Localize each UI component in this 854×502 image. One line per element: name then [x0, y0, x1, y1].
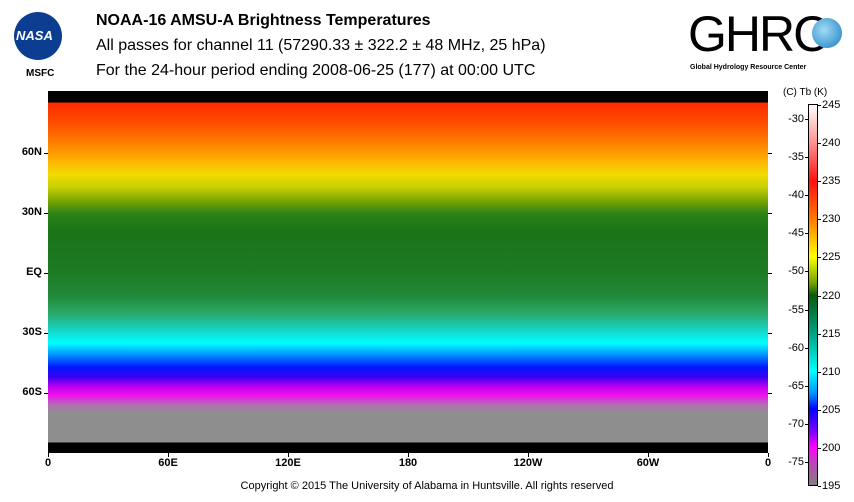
- colorbar-tick: [818, 486, 821, 487]
- y-tick-mark-right: [768, 153, 772, 154]
- x-tick-mark: [768, 453, 769, 457]
- chart-subtitle: All passes for channel 11 (57290.33 ± 32…: [96, 37, 546, 54]
- colorbar-tick-left: [805, 119, 808, 121]
- y-tick-mark-right: [768, 393, 772, 394]
- ghrc-full-name: Global Hydrology Resource Center: [690, 64, 807, 71]
- colorbar-tick: [818, 333, 821, 335]
- x-tick-mark: [408, 453, 409, 457]
- colorbar-celsius-label: -45: [788, 227, 804, 240]
- y-tick-mark: [44, 273, 48, 274]
- colorbar-celsius-label: -55: [788, 303, 804, 316]
- colorbar-tick: [818, 219, 821, 221]
- colorbar-tick: [818, 447, 821, 449]
- y-tick-label: 30S: [22, 326, 42, 338]
- y-tick-mark: [44, 393, 48, 394]
- colorbar-kelvin-label: 195: [822, 480, 841, 492]
- x-tick-mark: [48, 453, 49, 457]
- colorbar-celsius-label: -30: [788, 113, 804, 126]
- globe-icon: [812, 18, 842, 48]
- y-tick-label: EQ: [26, 266, 42, 278]
- nasa-center-label: MSFC: [26, 68, 55, 79]
- colorbar-celsius-label: -70: [788, 417, 804, 430]
- colorbar-kelvin-label: 215: [822, 327, 841, 340]
- x-tick-label: 0: [44, 457, 52, 469]
- x-tick-mark: [168, 453, 169, 457]
- x-tick-label: 60W: [636, 457, 660, 469]
- colorbar-celsius-label: -65: [788, 379, 804, 392]
- x-tick-mark: [288, 453, 289, 457]
- y-tick-mark: [44, 213, 48, 214]
- x-tick-mark: [648, 453, 649, 457]
- colorbar-celsius-label: -35: [788, 151, 804, 164]
- copyright: Copyright © 2015 The University of Alaba…: [240, 480, 614, 492]
- brightness-temperature-map: [48, 91, 768, 453]
- colorbar-tick: [818, 295, 821, 297]
- x-tick-label: 120W: [513, 457, 543, 469]
- colorbar-tick-left: [805, 157, 808, 159]
- colorbar-tick: [818, 105, 821, 106]
- y-tick-label: 30N: [21, 206, 42, 218]
- y-tick-mark-right: [768, 273, 772, 274]
- y-tick-mark: [44, 333, 48, 334]
- colorbar-tick-left: [805, 385, 808, 387]
- colorbar: [808, 104, 818, 486]
- chart-period: For the 24-hour period ending 2008-06-25…: [96, 62, 536, 79]
- y-tick-label: 60N: [21, 146, 42, 158]
- colorbar-tick: [818, 371, 821, 373]
- chart-title: NOAA-16 AMSU-A Brightness Temperatures: [96, 12, 431, 29]
- x-tick-label: 180: [398, 457, 418, 469]
- colorbar-kelvin-label: 235: [822, 175, 841, 188]
- colorbar-tick-left: [805, 271, 808, 273]
- colorbar-tick: [818, 143, 821, 145]
- colorbar-kelvin-label: 245: [822, 99, 841, 111]
- colorbar-tick-left: [805, 423, 808, 425]
- colorbar-celsius-label: -75: [788, 455, 804, 468]
- colorbar-tick: [818, 181, 821, 183]
- colorbar-kelvin-label: 225: [822, 251, 841, 264]
- colorbar-tick: [818, 257, 821, 259]
- colorbar-kelvin-label: 230: [822, 213, 841, 226]
- ghrc-logo-text: GHRC: [688, 6, 829, 62]
- colorbar-tick-left: [805, 233, 808, 235]
- colorbar-tick-left: [805, 309, 808, 311]
- colorbar-tick: [818, 409, 821, 411]
- nasa-logo: [14, 12, 62, 60]
- colorbar-kelvin-label: 210: [822, 365, 841, 378]
- nasa-logo-text: NASA: [16, 28, 53, 43]
- colorbar-celsius-label: -40: [788, 189, 804, 202]
- colorbar-tick-left: [805, 347, 808, 349]
- colorbar-kelvin-label: 220: [822, 289, 841, 302]
- y-tick-mark: [44, 153, 48, 154]
- y-tick-mark-right: [768, 213, 772, 214]
- colorbar-celsius-label: -50: [788, 265, 804, 278]
- y-tick-label: 60S: [22, 386, 42, 398]
- x-tick-label: 60E: [158, 457, 178, 469]
- colorbar-tick-left: [805, 461, 808, 463]
- colorbar-celsius-label: -60: [788, 341, 804, 354]
- colorbar-tick-left: [805, 195, 808, 197]
- colorbar-kelvin-label: 205: [822, 403, 841, 416]
- colorbar-header: (C) Tb (K): [783, 87, 828, 98]
- y-tick-mark-right: [768, 333, 772, 334]
- colorbar-kelvin-label: 240: [822, 137, 841, 150]
- x-tick-mark: [528, 453, 529, 457]
- colorbar-kelvin-label: 200: [822, 441, 841, 454]
- x-tick-label: 120E: [275, 457, 301, 469]
- x-tick-label: 0: [764, 457, 772, 469]
